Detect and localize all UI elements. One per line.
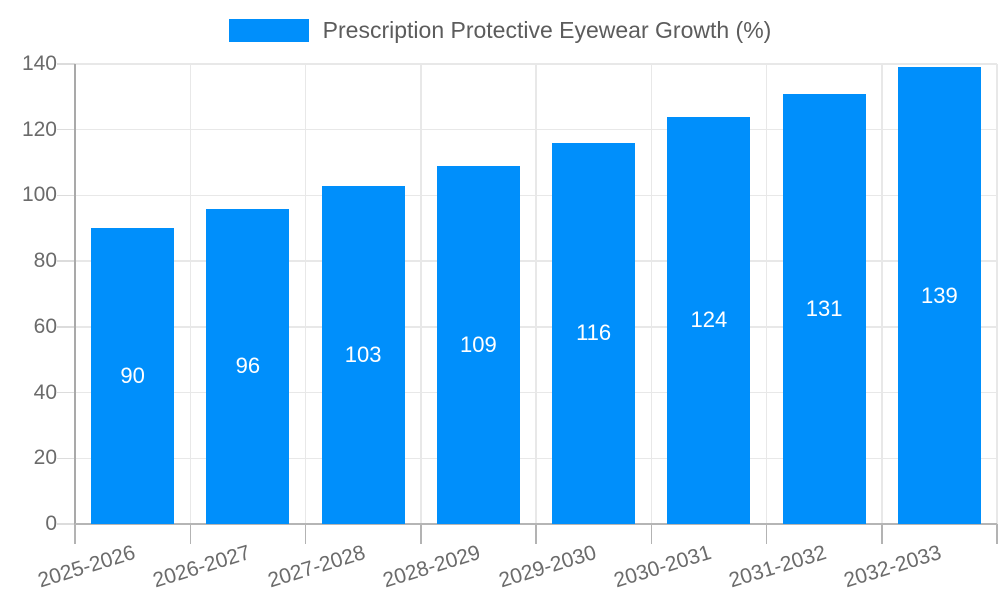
legend-label: Prescription Protective Eyewear Growth (…	[322, 17, 772, 43]
bar-value-label: 139	[921, 282, 958, 308]
bar[interactable]: 103	[321, 185, 405, 524]
x-axis-tick	[650, 524, 652, 544]
x-axis-tick	[420, 524, 422, 544]
chart-legend[interactable]: Prescription Protective Eyewear Growth (…	[0, 16, 1000, 44]
y-axis-tick	[57, 523, 75, 525]
x-gridline	[189, 64, 191, 524]
y-axis-tick-label: 100	[21, 183, 57, 207]
bar[interactable]: 90	[91, 228, 175, 524]
y-axis-tick-label: 0	[45, 512, 57, 535]
x-axis-tick	[996, 524, 998, 544]
x-gridline	[304, 64, 307, 524]
bar-value-label: 96	[235, 353, 261, 379]
bar[interactable]: 139	[897, 67, 981, 524]
y-axis-tick-label: 20	[33, 446, 57, 470]
y-axis-tick	[57, 260, 75, 262]
x-axis-tick	[881, 524, 883, 544]
y-axis-tick	[57, 194, 75, 197]
bar-value-label: 131	[805, 295, 843, 321]
y-axis-line	[74, 64, 76, 524]
x-axis-tick	[765, 524, 768, 544]
bar-value-label: 109	[460, 331, 497, 357]
x-gridline	[881, 64, 883, 524]
bar-value-label: 116	[576, 320, 612, 346]
x-axis-tick	[74, 524, 76, 544]
x-axis-tick	[535, 524, 537, 544]
bar[interactable]: 116	[552, 142, 636, 524]
y-axis-tick-label: 140	[21, 52, 57, 75]
bar[interactable]: 96	[206, 208, 290, 524]
bar-value-label: 103	[344, 341, 382, 367]
x-axis-line	[75, 523, 997, 525]
bar[interactable]: 131	[782, 93, 866, 524]
legend-color-swatch	[228, 18, 309, 42]
x-gridline	[535, 64, 537, 524]
y-axis-tick-label: 80	[33, 249, 57, 273]
x-gridline	[996, 64, 998, 524]
y-axis-tick	[57, 326, 75, 328]
bar[interactable]: 109	[436, 165, 520, 524]
y-axis-tick	[57, 457, 75, 460]
x-gridline	[765, 64, 768, 524]
x-axis-tick	[189, 524, 191, 544]
y-axis-tick	[57, 391, 75, 394]
bar-value-label: 90	[120, 363, 145, 389]
bar-value-label: 124	[690, 307, 728, 333]
y-axis-tick	[57, 63, 75, 65]
y-axis-tick-label: 120	[21, 117, 57, 141]
x-gridline	[650, 64, 652, 524]
y-axis-tick	[57, 128, 75, 131]
x-axis-tick	[304, 524, 307, 544]
bar[interactable]: 124	[667, 116, 751, 524]
y-axis-tick-label: 60	[33, 314, 57, 338]
x-gridline	[420, 64, 422, 524]
y-axis-tick-label: 40	[33, 380, 57, 404]
